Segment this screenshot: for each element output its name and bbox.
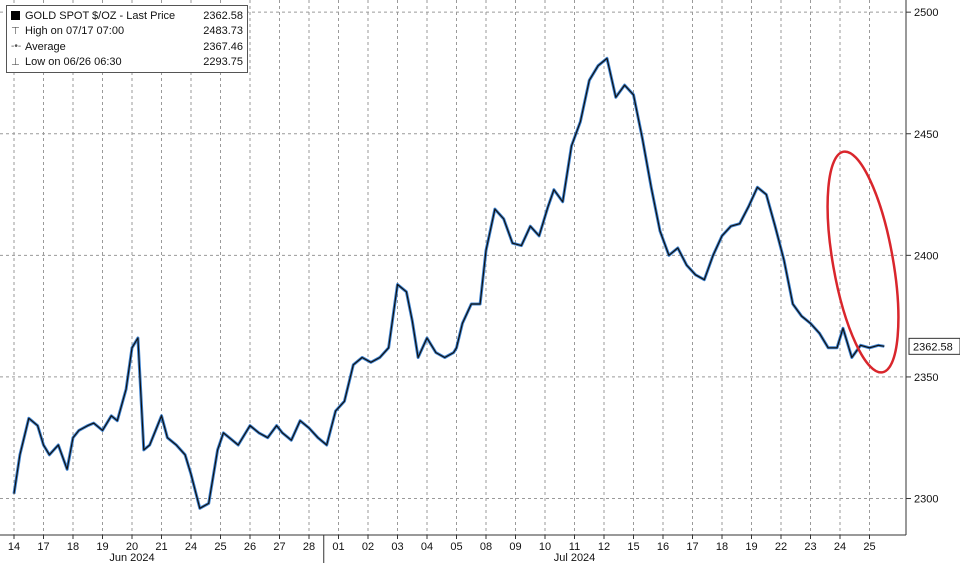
x-tick-label: 11 bbox=[569, 541, 580, 553]
legend-label: High on 07/17 07:00 bbox=[25, 25, 125, 38]
series-line-black bbox=[13, 57, 885, 509]
x-tick-label: 19 bbox=[96, 541, 108, 553]
x-tick-label: 27 bbox=[273, 541, 285, 553]
x-tick-label: 28 bbox=[303, 541, 315, 553]
legend-row-low: ⊥ Low on 06/26 06:30 2293.75 bbox=[11, 55, 243, 71]
month-label: Jul 2024 bbox=[554, 552, 596, 563]
x-tick-label: 21 bbox=[155, 541, 167, 553]
legend-row-average: -•- Average 2367.46 bbox=[11, 39, 243, 55]
x-tick-label: 26 bbox=[244, 541, 256, 553]
x-tick-label: 25 bbox=[863, 541, 875, 553]
x-tick-label: 10 bbox=[539, 541, 551, 553]
x-tick-label: 09 bbox=[509, 541, 521, 553]
series-line-blue bbox=[12, 56, 885, 510]
highlight-ellipse bbox=[826, 150, 900, 374]
y-tick-label: 2450 bbox=[914, 129, 938, 141]
x-tick-label: 23 bbox=[804, 541, 816, 553]
legend-value: 2483.73 bbox=[203, 25, 243, 38]
last-price-label: 2362.58 bbox=[913, 341, 953, 353]
legend-value: 2362.58 bbox=[203, 9, 243, 22]
y-tick-label: 2350 bbox=[914, 372, 938, 384]
month-label: Jun 2024 bbox=[109, 552, 154, 563]
legend-value: 2367.46 bbox=[203, 40, 243, 53]
x-tick-label: 20 bbox=[126, 541, 138, 553]
x-tick-label: 14 bbox=[8, 541, 20, 553]
x-tick-label: 01 bbox=[332, 541, 344, 553]
low-marker-icon: ⊥ bbox=[11, 56, 20, 68]
legend-value: 2293.75 bbox=[203, 56, 243, 69]
y-tick-label: 2500 bbox=[914, 7, 938, 19]
legend-row-last-price: GOLD SPOT $/OZ - Last Price 2362.58 bbox=[11, 8, 243, 24]
x-tick-label: 15 bbox=[627, 541, 639, 553]
x-tick-label: 24 bbox=[185, 541, 197, 553]
x-tick-label: 04 bbox=[421, 541, 433, 553]
x-tick-label: 19 bbox=[745, 541, 757, 553]
x-tick-label: 08 bbox=[480, 541, 492, 553]
last-price-label-group: 2362.58 bbox=[908, 337, 960, 355]
horizontal-gridlines bbox=[0, 11, 906, 500]
legend-label: GOLD SPOT $/OZ - Last Price bbox=[25, 9, 176, 22]
legend-label: Low on 06/26 06:30 bbox=[25, 56, 122, 69]
x-tick-label: 22 bbox=[775, 541, 787, 553]
x-tick-label: 17 bbox=[37, 541, 49, 553]
x-tick-label: 24 bbox=[834, 541, 846, 553]
x-tick-label: 17 bbox=[686, 541, 698, 553]
x-tick-label: 03 bbox=[391, 541, 403, 553]
y-tick-label: 2300 bbox=[914, 494, 938, 506]
legend-label: Average bbox=[25, 40, 66, 53]
x-tick-label: 18 bbox=[67, 541, 79, 553]
legend-row-high: ⊤ High on 07/17 07:00 2483.73 bbox=[11, 24, 243, 40]
price-series bbox=[12, 56, 885, 510]
average-marker-icon: -•- bbox=[11, 41, 22, 53]
x-tick-label: 18 bbox=[716, 541, 728, 553]
vertical-gridlines bbox=[13, 0, 870, 535]
x-tick-label: 25 bbox=[214, 541, 226, 553]
last-price-box bbox=[908, 337, 960, 355]
y-tick-label: 2400 bbox=[914, 250, 938, 262]
high-marker-icon: ⊤ bbox=[11, 25, 20, 37]
series-swatch-icon bbox=[11, 11, 20, 21]
legend-box: GOLD SPOT $/OZ - Last Price 2362.58 ⊤ Hi… bbox=[6, 5, 248, 73]
x-tick-label: 16 bbox=[657, 541, 669, 553]
y-axis: 2300 2350 2400 2450 2500 bbox=[906, 7, 938, 506]
x-axis: 14 17 18 19 20 21 24 25 26 27 28 01 02 03 04 05 08 09 10 11… bbox=[8, 535, 876, 563]
x-tick-label: 02 bbox=[362, 541, 374, 553]
x-tick-label: 05 bbox=[450, 541, 462, 553]
x-tick-label: 12 bbox=[598, 541, 610, 553]
